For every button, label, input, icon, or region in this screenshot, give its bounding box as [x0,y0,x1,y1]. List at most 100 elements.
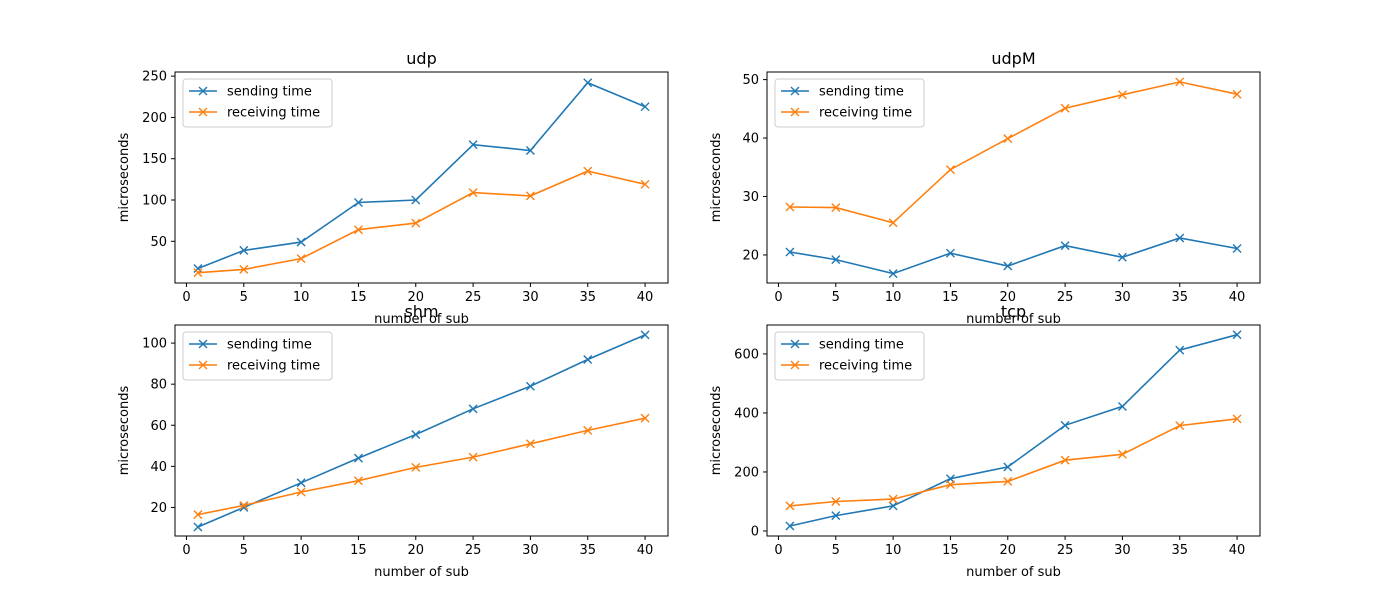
y-tick-label: 100 [142,194,167,209]
data-point [411,195,421,205]
x-axis-label: number of sub [966,565,1061,580]
data-point [411,462,421,472]
data-point [583,166,593,176]
data-point [468,404,478,414]
y-axis-label: microseconds [709,132,724,222]
x-tick-label: 40 [637,543,654,558]
y-tick-label: 150 [142,152,167,167]
y-tick-label: 200 [734,465,759,480]
plot-area [766,71,1261,284]
data-point [468,140,478,150]
data-point [583,425,593,435]
data-point [193,268,203,278]
chart-panel-udpM: udpM 0 5 10 15 20 25 30 35 40 20 30 40 50 number of su… [709,49,1261,327]
legend-label: receiving time [819,359,912,374]
y-axis-label: microseconds [117,132,132,222]
legend-label: sending time [819,338,904,353]
legend-item-sending: sending time [781,85,904,100]
x-tick-label: 25 [1057,290,1074,305]
x-tick-label: 20 [999,290,1016,305]
legend-marker [790,360,800,370]
x-tick-label: 40 [637,290,654,305]
x-tick-label: 10 [293,543,310,558]
x-tick-label: 5 [832,290,840,305]
x-tick-label: 40 [1229,290,1246,305]
x-tick-label: 5 [240,290,248,305]
data-point [525,439,535,449]
legend-box [182,78,333,128]
legend-item-sending: sending time [189,338,312,353]
legend-marker [790,339,800,349]
legend-marker [198,339,208,349]
legend-box [774,78,925,128]
data-point [1175,233,1185,243]
x-axis-label: number of sub [374,565,469,580]
chart-panel-udp: udp 0 5 10 15 20 25 30 35 40 50 100 150 200 250 number … [117,49,669,327]
data-point [411,218,421,228]
x-tick-label: 25 [465,543,482,558]
data-point [525,381,535,391]
x-tick-label: 15 [350,543,367,558]
data-point [583,355,593,365]
data-point [640,179,650,189]
data-point [1003,134,1013,144]
data-point [888,218,898,228]
series-line-sending [789,237,1238,275]
x-tick-label: 30 [1114,290,1131,305]
legend-item-receiving: receiving time [189,106,320,121]
data-point [193,510,203,520]
x-tick-label: 25 [465,290,482,305]
data-point [945,248,955,258]
data-point [1117,90,1127,100]
y-tick-label: 0 [751,524,759,539]
data-point [640,330,650,340]
data-point [353,476,363,486]
legend-label: sending time [227,338,312,353]
data-point [1060,241,1070,251]
data-point [193,264,203,274]
data-point [945,165,955,175]
data-point [1117,449,1127,459]
data-point [468,188,478,198]
data-point [1117,401,1127,411]
data-point [640,413,650,423]
x-tick-label: 35 [1171,543,1188,558]
legend-label: receiving time [227,106,320,121]
data-point [1232,414,1242,424]
data-point [1117,252,1127,262]
x-axis-label: number of sub [374,312,469,327]
x-axis-label: number of sub [966,312,1061,327]
data-point [1232,244,1242,254]
x-tick-label: 30 [1114,543,1131,558]
data-point [1060,455,1070,465]
chart-title: tcp [1001,302,1026,321]
data-point [239,500,249,510]
y-axis-label: microseconds [709,385,724,475]
data-point [239,264,249,274]
data-point [468,452,478,462]
legend-item-receiving: receiving time [189,359,320,374]
legend-marker [790,107,800,117]
data-point [831,496,841,506]
x-tick-label: 30 [522,543,539,558]
legend-label: sending time [227,85,312,100]
legend-marker [198,86,208,96]
x-tick-label: 35 [1171,290,1188,305]
data-point [353,197,363,207]
x-tick-label: 10 [293,290,310,305]
data-point [785,202,795,212]
y-tick-label: 100 [142,337,167,352]
chart-title: udpM [991,49,1035,68]
data-point [1175,77,1185,87]
data-point [353,225,363,235]
data-point [785,501,795,511]
y-tick-label: 20 [742,248,759,263]
legend: sending time receiving time [774,331,925,381]
x-tick-label: 0 [774,290,782,305]
x-tick-label: 40 [1229,543,1246,558]
data-point [1003,261,1013,271]
data-point [831,511,841,521]
x-tick-label: 15 [350,290,367,305]
